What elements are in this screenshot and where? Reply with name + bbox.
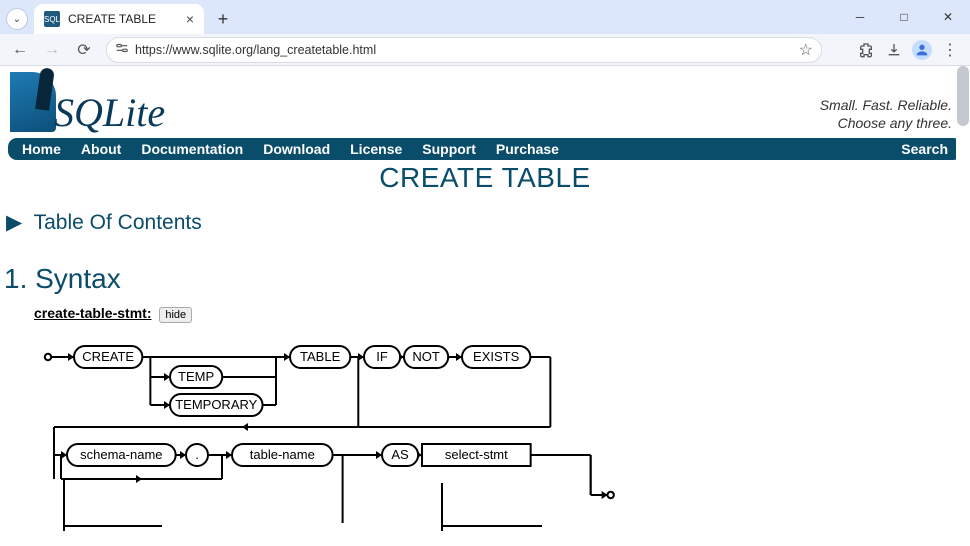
diagram-node-tablename: table-name: [232, 444, 333, 466]
svg-text:schema-name: schema-name: [80, 447, 162, 462]
svg-text:TEMPORARY: TEMPORARY: [175, 397, 257, 412]
nav-search[interactable]: Search: [901, 141, 948, 157]
tagline-line-1: Small. Fast. Reliable.: [820, 97, 952, 115]
tab-favicon: SQL: [44, 11, 60, 27]
downloads-icon[interactable]: [880, 36, 908, 64]
profile-avatar[interactable]: [908, 36, 936, 64]
browser-menu-icon[interactable]: ⋮: [936, 36, 964, 64]
stmt-label-row: create-table-stmt: hide: [4, 295, 966, 323]
nav-home[interactable]: Home: [22, 141, 61, 157]
svg-text:AS: AS: [391, 447, 409, 462]
site-settings-icon[interactable]: [115, 41, 129, 58]
svg-text:TEMP: TEMP: [178, 369, 214, 384]
create-table-stmt-link[interactable]: create-table-stmt:: [34, 305, 151, 321]
diagram-node-temporary: TEMPORARY: [170, 394, 263, 416]
svg-text:TABLE: TABLE: [300, 349, 341, 364]
toc-expand-icon: ▶: [6, 210, 22, 235]
svg-text:.: .: [195, 447, 199, 462]
nav-about[interactable]: About: [81, 141, 121, 157]
browser-titlebar: ⌄ SQL CREATE TABLE × + ─ □ ✕: [0, 0, 970, 34]
tab-close-icon[interactable]: ×: [186, 11, 194, 27]
window-maximize-button[interactable]: □: [882, 0, 926, 34]
new-tab-button[interactable]: +: [210, 6, 236, 32]
address-bar[interactable]: https://www.sqlite.org/lang_createtable.…: [106, 37, 822, 63]
tagline-line-2: Choose any three.: [820, 115, 952, 133]
svg-text:select-stmt: select-stmt: [445, 447, 508, 462]
page-scrollbar[interactable]: [956, 66, 970, 546]
page-viewport: SQLite Small. Fast. Reliable. Choose any…: [0, 66, 970, 546]
diagram-node-schema: schema-name: [67, 444, 176, 466]
logo-text: SQLite: [54, 89, 165, 136]
nav-reload-button[interactable]: ⟳: [70, 36, 98, 64]
svg-text:IF: IF: [376, 349, 388, 364]
toc-label: Table Of Contents: [34, 211, 202, 234]
main-nav: Home About Documentation Download Licens…: [8, 138, 962, 160]
extensions-icon[interactable]: [852, 36, 880, 64]
nav-documentation[interactable]: Documentation: [141, 141, 243, 157]
svg-text:table-name: table-name: [250, 447, 315, 462]
syntax-heading: 1. Syntax: [4, 235, 966, 295]
window-close-button[interactable]: ✕: [926, 0, 970, 34]
nav-purchase[interactable]: Purchase: [496, 141, 559, 157]
diagram-node-dot: .: [186, 444, 208, 466]
browser-tab[interactable]: SQL CREATE TABLE ×: [34, 4, 204, 34]
svg-text:NOT: NOT: [412, 349, 440, 364]
nav-license[interactable]: License: [350, 141, 402, 157]
railroad-diagram: CREATE TEMP TEMPORARY TABLE IF NOT EXISTS schem…: [4, 323, 966, 531]
svg-text:CREATE: CREATE: [82, 349, 134, 364]
nav-support[interactable]: Support: [422, 141, 476, 157]
window-minimize-button[interactable]: ─: [838, 0, 882, 34]
nav-download[interactable]: Download: [263, 141, 330, 157]
logo-feather-icon: [10, 72, 56, 132]
diagram-node-exists: EXISTS: [462, 346, 530, 368]
scrollbar-thumb[interactable]: [957, 66, 969, 126]
tab-search-dropdown[interactable]: ⌄: [6, 8, 28, 30]
hide-diagram-button[interactable]: hide: [159, 307, 192, 323]
diagram-node-table: TABLE: [290, 346, 350, 368]
diagram-node-select[interactable]: select-stmt: [422, 444, 531, 466]
page-title: CREATE TABLE: [4, 162, 966, 194]
bookmark-star-icon[interactable]: ☆: [799, 40, 813, 60]
diagram-node-as: AS: [382, 444, 418, 466]
site-logo[interactable]: SQLite: [10, 72, 165, 132]
address-url: https://www.sqlite.org/lang_createtable.…: [135, 43, 793, 57]
svg-text:EXISTS: EXISTS: [473, 349, 520, 364]
diagram-node-if: IF: [364, 346, 400, 368]
nav-back-button[interactable]: ←: [6, 36, 34, 64]
toc-toggle[interactable]: ▶ Table Of Contents: [4, 194, 966, 235]
nav-forward-button[interactable]: →: [38, 36, 66, 64]
tab-title: CREATE TABLE: [68, 12, 178, 26]
site-tagline: Small. Fast. Reliable. Choose any three.: [820, 97, 960, 132]
diagram-node-create: CREATE: [74, 346, 142, 368]
diagram-node-temp: TEMP: [170, 366, 222, 388]
browser-toolbar: ← → ⟳ https://www.sqlite.org/lang_create…: [0, 34, 970, 66]
diagram-node-not: NOT: [404, 346, 448, 368]
